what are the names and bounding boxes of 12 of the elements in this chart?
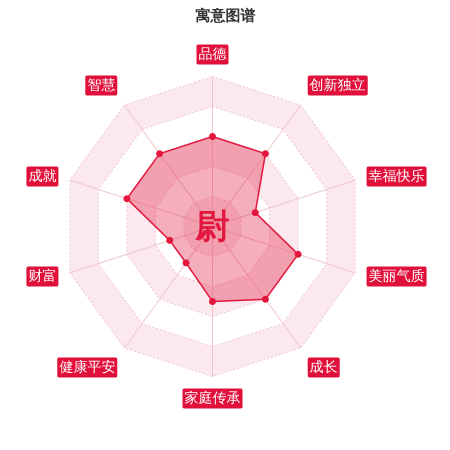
text: 尉 — [194, 206, 230, 246]
spoke-label: 成就 — [28, 168, 56, 184]
chart-title: 寓意图谱 — [196, 6, 256, 24]
spoke-label: 家庭传承 — [184, 390, 240, 406]
spoke-label: 幸福快乐 — [368, 168, 425, 184]
spoke-label: 财富 — [28, 268, 56, 285]
spoke-label: 成长 — [310, 360, 338, 376]
spoke-label: 美丽气质 — [368, 268, 425, 285]
spoke-label: 创新独立 — [310, 77, 366, 94]
spoke-label: 健康平安 — [59, 360, 116, 376]
spoke-label: 品德 — [198, 46, 226, 62]
spoke-label: 智慧 — [87, 77, 116, 94]
